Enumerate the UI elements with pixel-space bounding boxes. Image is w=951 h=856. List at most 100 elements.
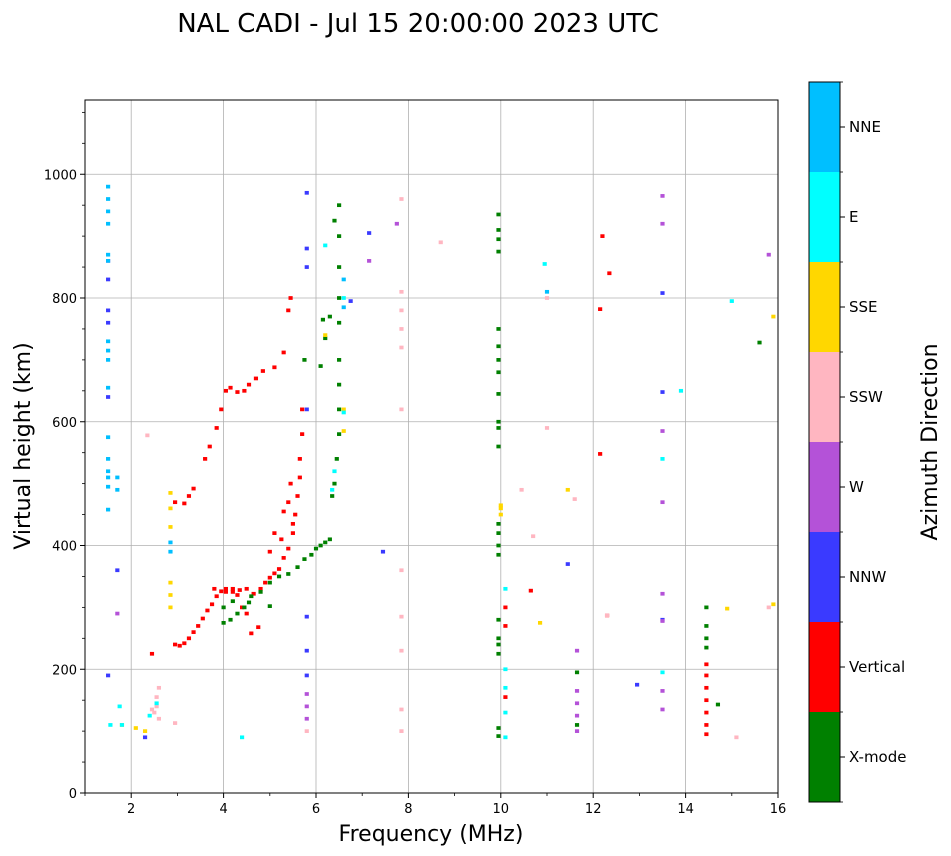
colorbar-tick-label: Vertical [849, 658, 905, 676]
data-point [771, 314, 776, 319]
data-point [660, 194, 665, 198]
data-point [214, 426, 219, 430]
data-point [106, 320, 111, 325]
data-point [399, 729, 404, 733]
data-point [496, 249, 501, 254]
data-point [258, 590, 263, 594]
data-point [438, 240, 443, 245]
data-point [263, 580, 268, 585]
data-point [498, 512, 503, 517]
data-point [235, 593, 240, 597]
data-point [228, 385, 233, 390]
data-point [219, 407, 224, 412]
data-point [528, 588, 533, 593]
data-point [173, 721, 178, 725]
data-point [332, 218, 337, 223]
data-point [704, 685, 709, 690]
data-point [182, 641, 187, 646]
data-point [320, 317, 326, 322]
data-point [323, 336, 328, 341]
data-point [106, 348, 111, 353]
data-point [367, 259, 372, 263]
data-point [635, 682, 640, 687]
data-point [106, 197, 111, 201]
data-point [272, 531, 277, 535]
x-tick-label: 12 [585, 802, 602, 817]
data-point [106, 259, 111, 263]
data-marks [106, 184, 776, 740]
data-point [327, 314, 332, 319]
data-point [544, 426, 550, 430]
y-tick-label: 200 [52, 663, 77, 678]
data-point [133, 726, 138, 730]
data-point [295, 494, 300, 498]
x-tick-label: 14 [677, 802, 694, 817]
data-point [106, 395, 111, 399]
data-point [399, 568, 404, 573]
data-point [337, 203, 342, 208]
data-point [318, 364, 323, 368]
data-point [168, 605, 173, 610]
data-point [106, 469, 111, 474]
data-point [242, 388, 247, 393]
chart-title: NAL CADI - Jul 15 20:00:00 2023 UTC [177, 9, 659, 39]
data-point [757, 340, 762, 345]
data-point [267, 604, 272, 608]
data-point [399, 648, 404, 653]
data-point [286, 308, 291, 313]
data-point [276, 574, 282, 579]
data-point [565, 487, 570, 492]
series-x-mode [221, 203, 762, 738]
data-point [106, 673, 111, 678]
data-point [281, 556, 286, 560]
colorbar: X-mode Vertical NNW W SSW SSE E NNE [808, 81, 906, 803]
data-point [399, 308, 404, 313]
data-point [337, 432, 342, 436]
data-point [106, 339, 111, 344]
data-point [276, 567, 282, 571]
data-point [542, 262, 547, 266]
data-point [242, 605, 247, 610]
data-point [725, 606, 730, 611]
data-point [272, 571, 277, 576]
data-point [191, 630, 196, 634]
data-point [498, 506, 503, 511]
data-point [293, 512, 298, 517]
data-point [574, 648, 580, 653]
colorbar-swatch [809, 352, 840, 442]
data-point [286, 572, 291, 576]
data-point [496, 370, 501, 375]
data-point [496, 392, 501, 396]
data-point [106, 475, 111, 480]
data-point [496, 444, 501, 449]
data-point [191, 486, 196, 491]
data-point [496, 237, 501, 242]
data-point [337, 320, 342, 325]
data-point [106, 358, 111, 362]
data-point [348, 299, 353, 303]
data-point [574, 713, 580, 718]
data-point [660, 619, 665, 623]
data-point [106, 484, 111, 489]
data-point [660, 291, 665, 295]
colorbar-swatch [809, 712, 840, 802]
data-point [496, 426, 501, 430]
data-point [503, 695, 508, 699]
data-point [337, 382, 342, 387]
colorbar-tick-label: SSE [849, 298, 878, 316]
data-point [496, 212, 501, 217]
x-tick-label: 16 [770, 802, 787, 817]
data-point [142, 729, 148, 733]
data-point [337, 407, 342, 412]
series-w [106, 194, 771, 733]
data-point [221, 605, 226, 610]
data-point [302, 557, 307, 561]
data-point [574, 689, 580, 693]
data-point [106, 457, 111, 461]
data-point [256, 625, 261, 630]
data-point [149, 707, 155, 712]
data-point [496, 531, 501, 535]
data-point [503, 735, 508, 740]
data-point [496, 642, 501, 647]
data-point [156, 716, 161, 721]
